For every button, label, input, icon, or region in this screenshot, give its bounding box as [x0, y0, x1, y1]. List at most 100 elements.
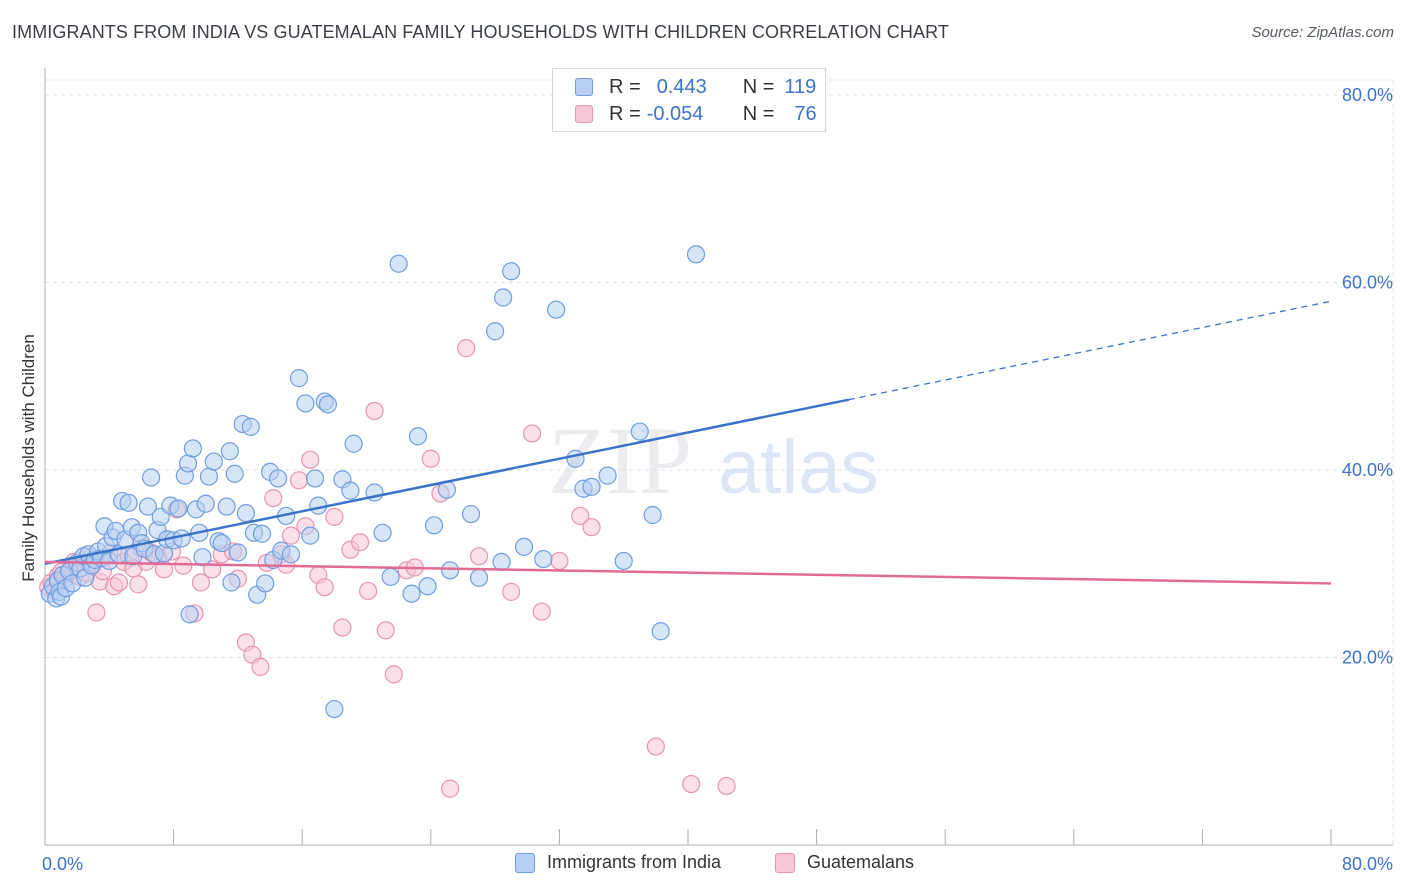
india-point [344, 434, 363, 453]
legend-row-guatemalans: R = -0.054 N = 76 [575, 102, 817, 126]
guatemalan-point [646, 737, 665, 756]
guatemalan-point [532, 602, 551, 621]
india-point [486, 322, 505, 341]
india-point [614, 551, 633, 571]
india-point [582, 477, 601, 496]
india-point [494, 288, 513, 307]
legend-swatch-india [575, 78, 593, 96]
correlation-legend: R = 0.443 N = 119 R = -0.054 N = 76 [552, 68, 826, 132]
india-point [651, 622, 670, 641]
india-point [119, 493, 138, 512]
legend-swatch-india [515, 852, 535, 873]
india-point [296, 394, 315, 413]
y-tick-label: 20.0% [1342, 648, 1393, 668]
guatemalan-point [582, 518, 601, 537]
legend-row-india: R = 0.443 N = 119 [575, 75, 816, 99]
legend-n-value: 119 [784, 75, 817, 98]
guatemalan-point [191, 573, 211, 592]
guatemalan-point [359, 581, 378, 601]
y-tick-label: 40.0% [1342, 460, 1393, 480]
legend-item-india[interactable]: Immigrants from India [515, 852, 721, 873]
india-point [268, 469, 288, 488]
india-point [169, 499, 188, 518]
india-point [389, 254, 408, 273]
india-point [440, 561, 460, 580]
legend-n-value: 76 [794, 102, 817, 125]
guatemalan-point [571, 506, 590, 526]
legend-swatch-guatemalans [775, 852, 795, 873]
guatemalan-point [469, 547, 489, 566]
india-point [217, 497, 236, 516]
legend-item-guatemalans[interactable]: Guatemalans [775, 852, 914, 873]
india-point [373, 523, 392, 542]
legend-n-label: N = [742, 102, 775, 125]
y-tick-label: 60.0% [1342, 273, 1393, 293]
india-point [236, 504, 256, 523]
guatemalan-point [550, 551, 569, 571]
x-tick-label: 0.0% [42, 854, 83, 874]
india-point [178, 454, 198, 473]
india-point [424, 516, 444, 535]
india-point [220, 442, 239, 461]
india-point [241, 417, 260, 436]
india-point [469, 568, 489, 587]
india-point [598, 466, 617, 485]
india-point [408, 427, 428, 446]
guatemalan-point [350, 533, 370, 552]
india-point [183, 439, 202, 458]
india-point [534, 549, 553, 569]
india-point [225, 464, 244, 483]
guatemalan-point [457, 339, 476, 358]
guatemalan-point [325, 507, 344, 526]
legend-n-label: N = [742, 75, 775, 98]
legend-r-label: R = [609, 75, 641, 98]
guatemalan-point [384, 665, 403, 684]
axes [44, 68, 1393, 846]
india-point [172, 529, 191, 548]
india-point [228, 543, 247, 562]
india-point [141, 468, 161, 487]
guatemalan-point [333, 618, 352, 637]
watermark-atlas: atlas [718, 425, 879, 510]
y-axis-label: Family Households with Children [19, 334, 38, 582]
legend-r-value: 0.443 [656, 75, 707, 98]
india-point [222, 573, 241, 592]
india-point [325, 699, 344, 719]
india-point [643, 505, 662, 525]
india-point [212, 534, 231, 553]
guatemalan-point [440, 779, 460, 798]
india-point [199, 467, 219, 486]
india-point [686, 245, 706, 264]
india-point [318, 395, 338, 414]
trend-line-india [44, 398, 849, 565]
legend-label-guatemalans: Guatemalans [807, 852, 915, 872]
watermark: ZIP atlas [548, 407, 879, 514]
india-point [547, 300, 566, 319]
guatemalan-point [376, 621, 395, 640]
chart-title: IMMIGRANTS FROM INDIA VS GUATEMALAN FAMI… [12, 22, 949, 42]
guatemalan-point [174, 556, 193, 575]
india-point [502, 262, 521, 281]
india-point [381, 567, 400, 586]
india-point [301, 526, 320, 545]
guatemalan-point [251, 657, 270, 676]
guatemalan-point [522, 424, 542, 443]
legend-r-value: -0.054 [646, 102, 704, 125]
guatemalan-point [109, 573, 129, 592]
india-point [341, 481, 360, 500]
india-point [281, 545, 301, 564]
india-point [566, 449, 585, 468]
guatemalan-point [421, 449, 440, 468]
guatemalan-point [264, 489, 283, 508]
guatemalan-point [87, 603, 106, 622]
india-point [289, 369, 309, 388]
series-immigrants-from-india [40, 245, 706, 719]
trend-line-india-projection [848, 300, 1332, 401]
india-point [305, 469, 325, 488]
india-point [402, 584, 421, 603]
guatemalan-point [502, 582, 521, 601]
tick-labels: 20.0% 40.0% 60.0% 80.0% 0.0% 80.0% [42, 85, 1393, 874]
trend-lines [44, 300, 1332, 585]
trend-line-guatemalans [44, 560, 1332, 585]
